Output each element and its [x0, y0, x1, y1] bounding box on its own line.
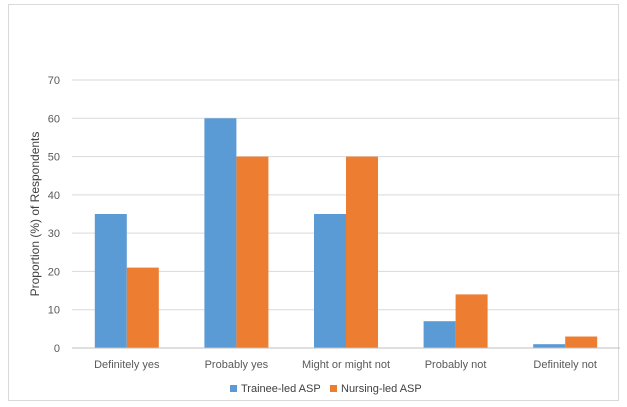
bar-trainee-3 — [423, 321, 456, 348]
x-tick-label: Probably not — [425, 359, 487, 371]
bar-trainee-1 — [204, 118, 237, 349]
bar-nursing-3 — [455, 294, 488, 348]
bar-nursing-2 — [346, 156, 378, 348]
x-tick-label: Definitely not — [533, 359, 597, 371]
y-tick-label: 20 — [48, 266, 60, 278]
x-tick-labels: Definitely yes Probably yes Might or might… — [94, 359, 597, 371]
y-tick-label: 50 — [48, 152, 60, 164]
y-tick-label: 30 — [48, 228, 60, 240]
bar-nursing-4 — [565, 336, 598, 348]
legend-label-0: Trainee-led ASP — [241, 383, 321, 395]
y-tick-label: 60 — [48, 113, 60, 125]
bar-nursing-0 — [126, 267, 159, 348]
legend-swatch-1 — [330, 385, 337, 392]
bar-trainee-0 — [94, 214, 127, 348]
y-axis-title: Proportion (%) of Respondents — [28, 132, 42, 297]
y-tick-label: 10 — [48, 305, 60, 317]
legend: Trainee-led ASP Nursing-led ASP — [230, 383, 422, 395]
legend-swatch-0 — [230, 385, 237, 392]
y-tick-label: 40 — [48, 190, 60, 202]
y-tick-labels: 0 10 20 30 40 50 60 70 — [48, 75, 60, 355]
bars — [94, 118, 598, 349]
y-tick-label: 70 — [48, 75, 60, 87]
x-tick-label: Might or might not — [302, 359, 390, 371]
x-tick-label: Probably yes — [205, 359, 269, 371]
x-tick-label: Definitely yes — [94, 359, 160, 371]
y-tick-label: 0 — [54, 343, 60, 355]
bar-nursing-1 — [236, 156, 269, 348]
legend-label-1: Nursing-led ASP — [341, 383, 422, 395]
bar-trainee-2 — [314, 214, 346, 348]
bar-trainee-4 — [533, 344, 566, 348]
